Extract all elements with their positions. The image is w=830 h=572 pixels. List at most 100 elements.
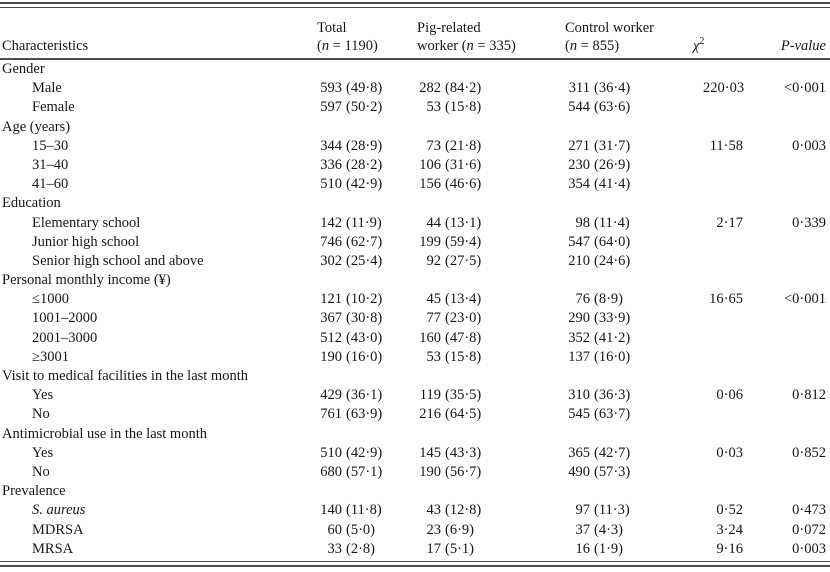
cell-control: 16 (1·9): [565, 540, 703, 559]
cell-control: 490 (57·3): [565, 463, 703, 482]
cell-total: 510 (42·9): [317, 444, 417, 463]
table-row: Junior high school 746 (62·7) 199 (59·4) 547(…: [0, 233, 830, 252]
table-row: Yes 510 (42·9) 145 (43·3) 365 (42·7) 0·03 0·852: [0, 444, 830, 463]
section-row: Gender: [0, 60, 830, 79]
cell-pig-related: 45 (13·4): [417, 290, 565, 309]
cell-chi-square: 16·65: [709, 291, 743, 308]
cell-chi-square: [703, 405, 743, 424]
count-value: 53: [426, 99, 442, 116]
percent-value: (4·3): [594, 521, 623, 538]
cell-control: 37 (4·3): [565, 521, 703, 540]
cell-total: 367 (30·8): [317, 309, 417, 328]
cell-p-value: 0·072: [792, 521, 826, 538]
count-value: 271: [568, 137, 590, 154]
cell-total: 680 (57·1): [317, 463, 417, 482]
cell-pig-related: 77 (23·0): [417, 309, 565, 328]
percent-value: (30·8): [346, 310, 383, 327]
cell-p-value: [743, 156, 830, 175]
cell-chi-square: [703, 463, 743, 482]
table-row: 31–40 336 (28·2) 106 (31·6) 230 (26·9): [0, 156, 830, 175]
count-value: 490: [568, 463, 590, 480]
row-label: No: [32, 406, 50, 423]
cell-control: 352 (41·2): [565, 329, 703, 348]
table-row: Male 593 (49·8) 282 (84·2) 311 (36·4) 220·03 <0·…: [0, 79, 830, 98]
percent-value: (10·2): [346, 291, 383, 308]
count-value: 746: [320, 233, 342, 250]
cell-control: 98 (11·4): [565, 214, 703, 233]
header-characteristics-label: Characteristics: [2, 37, 89, 54]
count-value: 140: [320, 502, 342, 519]
header-pig-line1: Pig-related: [417, 20, 481, 36]
count-value: 119: [419, 387, 441, 404]
cell-pig-related: 23 (6·9): [417, 521, 565, 540]
count-value: 106: [419, 156, 441, 173]
count-value: 190: [419, 463, 441, 480]
count-value: 547: [568, 233, 590, 250]
cell-p-value: <0·001: [783, 291, 826, 308]
percent-value: (57·1): [346, 463, 383, 480]
count-value: 98: [575, 214, 591, 231]
cell-control: 545 (63·7): [565, 405, 703, 424]
table-body: Gender Male 593 (49·8) 282 (84·2) 311 (36·4) 220…: [0, 60, 830, 559]
count-value: 282: [419, 80, 441, 97]
bottom-double-rule: [0, 560, 830, 567]
cell-p-value: 0·812: [792, 387, 826, 404]
cell-total: 597 (50·2): [317, 98, 417, 117]
section-label: Personal monthly income (¥): [2, 272, 171, 289]
row-label: 41–60: [32, 176, 69, 193]
percent-value: (41·4): [594, 176, 631, 193]
percent-value: (31·6): [445, 156, 482, 173]
cell-total: 593 (49·8): [317, 79, 417, 98]
row-label: Female: [32, 99, 75, 116]
header-pig-related-worker: Pig-related worker (n = 335): [417, 20, 565, 55]
count-value: 43: [426, 502, 442, 519]
header-characteristics: Characteristics: [0, 38, 317, 56]
cell-chi-square: 2·17: [716, 214, 743, 231]
cell-pig-related: 216 (64·5): [417, 405, 565, 424]
count-value: 45: [426, 291, 442, 308]
cell-p-value: [743, 175, 830, 194]
count-value: 544: [568, 99, 590, 116]
row-label: 1001–2000: [32, 310, 98, 327]
cell-chi-square: 0·52: [716, 502, 743, 519]
row-label: MRSA: [32, 540, 74, 557]
percent-value: (64·0): [594, 233, 631, 250]
percent-value: (15·8): [445, 348, 482, 365]
percent-value: (63·7): [594, 406, 631, 423]
count-value: 16: [575, 540, 591, 557]
cell-pig-related: 92 (27·5): [417, 252, 565, 271]
count-value: 97: [575, 502, 591, 519]
cell-total: 746 (62·7): [317, 233, 417, 252]
row-label: No: [32, 463, 50, 480]
cell-pig-related: 119 (35·5): [417, 386, 565, 405]
cell-control: 310 (36·3): [565, 386, 703, 405]
count-value: 429: [320, 387, 342, 404]
section-label: Visit to medical facilities in the last …: [2, 368, 248, 384]
cell-total: 336 (28·2): [317, 156, 417, 175]
percent-value: (24·6): [594, 252, 631, 269]
count-value: 593: [320, 80, 342, 97]
cell-control: 354 (41·4): [565, 175, 703, 194]
count-value: 761: [320, 406, 342, 423]
table-row: Yes 429 (36·1) 119 (35·5) 310 (36·3) 0·06 0·812: [0, 386, 830, 405]
count-value: 354: [568, 176, 590, 193]
count-value: 37: [575, 521, 591, 538]
cell-p-value: [743, 348, 830, 367]
table-row: Senior high school and above 302 (25·4) 92(…: [0, 252, 830, 271]
percent-value: (28·9): [346, 137, 383, 154]
count-value: 145: [419, 444, 441, 461]
section-label: Antimicrobial use in the last month: [2, 425, 207, 442]
cell-pig-related: 43 (12·8): [417, 501, 565, 520]
header-control-worker: Control worker (n = 855): [565, 20, 703, 55]
cell-total: 33 (2·8): [317, 540, 417, 559]
cell-control: 365 (42·7): [565, 444, 703, 463]
cell-pig-related: 73 (21·8): [417, 137, 565, 156]
percent-value: (12·8): [445, 502, 482, 519]
cell-pig-related: 17 (5·1): [417, 540, 565, 559]
percent-value: (41·2): [594, 329, 631, 346]
percent-value: (11·8): [346, 502, 382, 519]
table-row: No 761 (63·9) 216 (64·5) 545 (63·7): [0, 405, 830, 424]
cell-p-value: [743, 309, 830, 328]
percent-value: (63·9): [346, 406, 383, 423]
cell-chi-square: 9·16: [716, 540, 743, 557]
